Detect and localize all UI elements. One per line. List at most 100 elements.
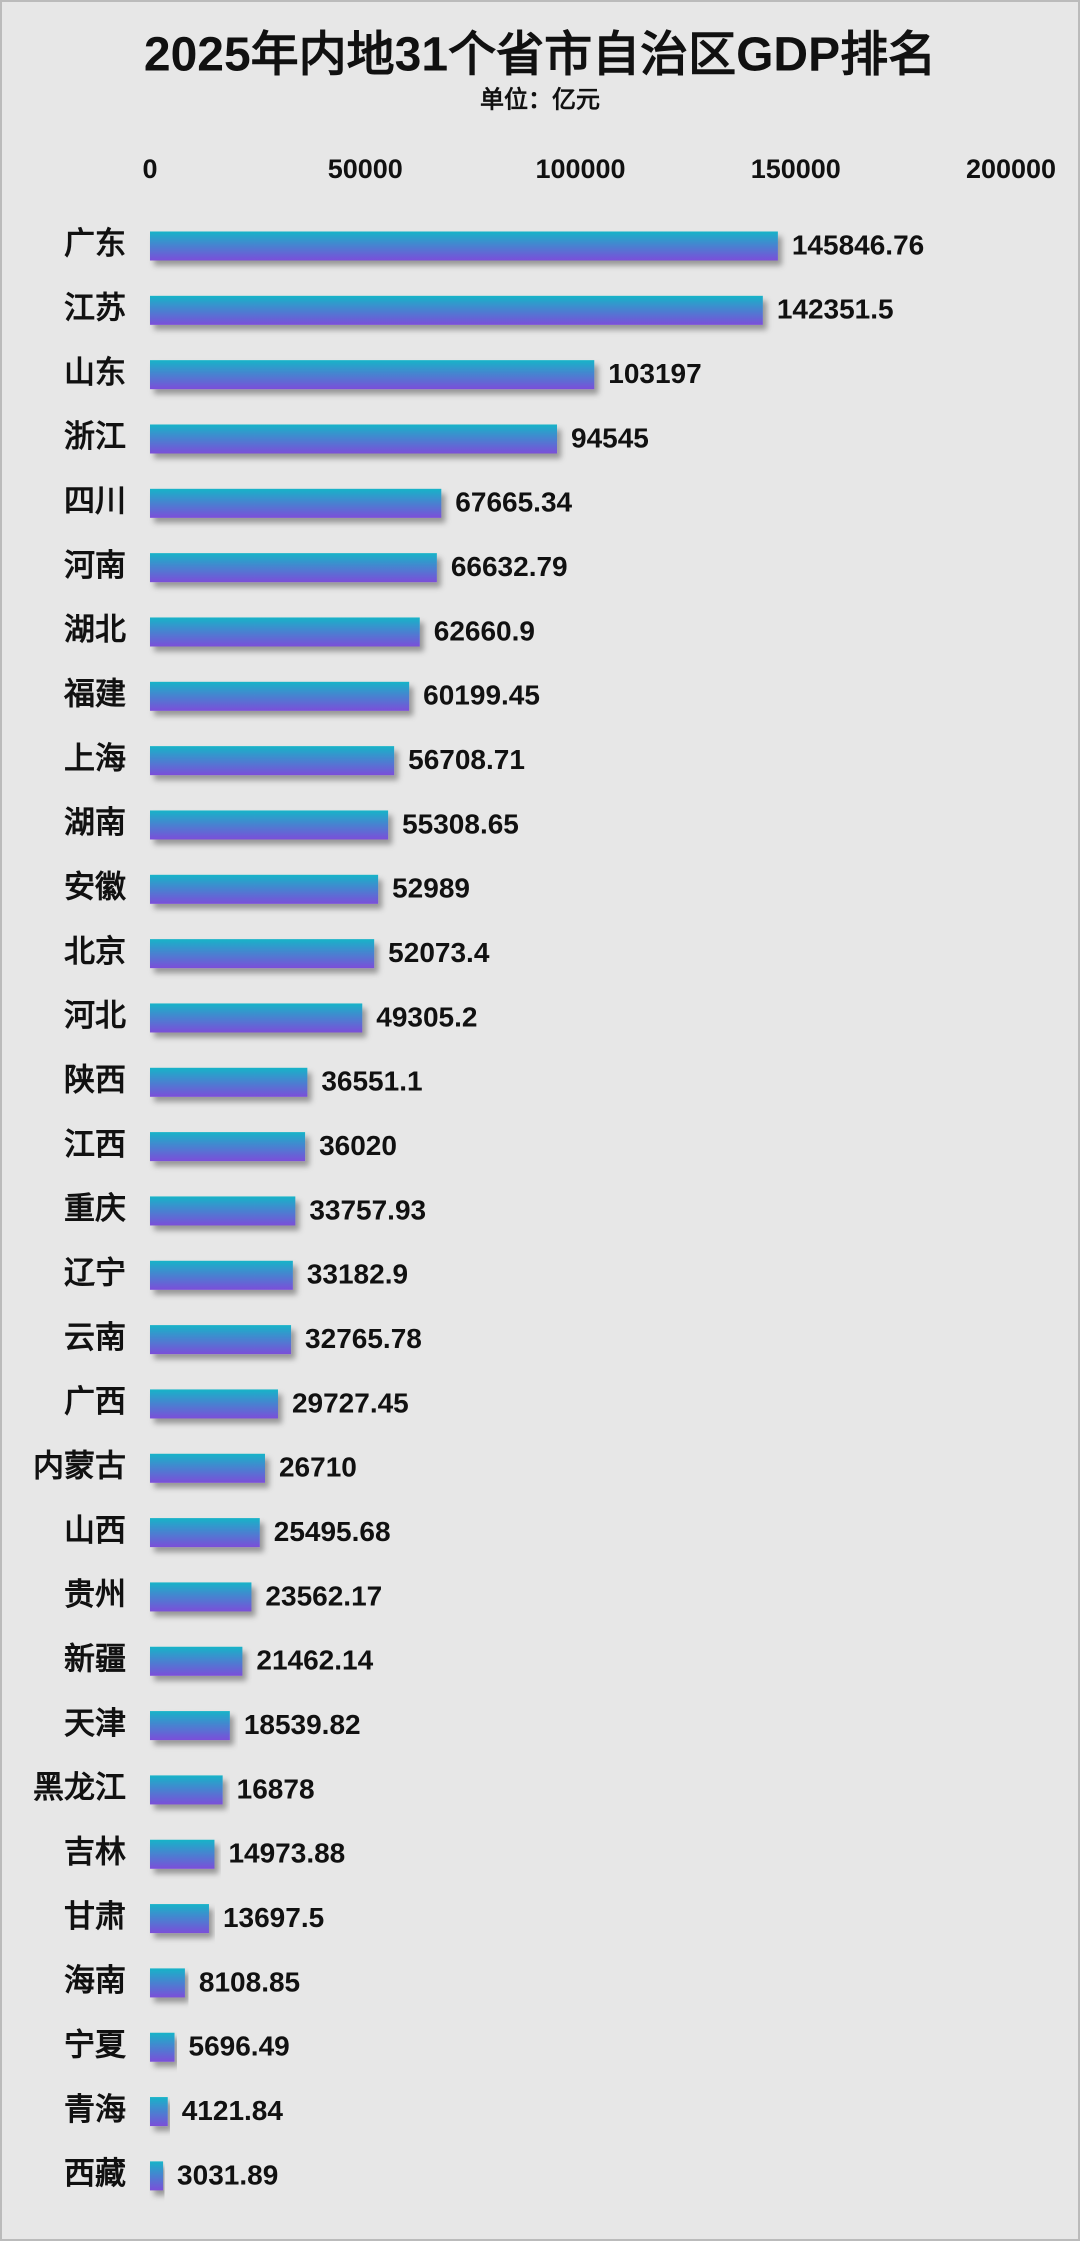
y-tick-label: 辽宁 [64, 1255, 126, 1290]
bar [150, 360, 595, 390]
value-label: 5696.49 [189, 2031, 290, 2062]
value-label: 32765.78 [305, 1323, 422, 1354]
y-tick-label: 湖北 [64, 612, 126, 647]
y-tick-label: 青海 [64, 2092, 126, 2127]
bar [150, 1518, 260, 1548]
bar [150, 1968, 185, 1998]
y-tick-label: 北京 [64, 934, 126, 969]
y-tick-label: 宁夏 [64, 2027, 127, 2062]
bar [150, 1067, 308, 1097]
value-label: 52073.4 [388, 937, 490, 968]
bar [150, 617, 420, 647]
y-tick-label: 山东 [64, 355, 126, 390]
value-label: 103197 [608, 358, 701, 389]
y-tick-label: 河南 [64, 548, 126, 583]
y-tick-label: 四川 [64, 484, 126, 519]
value-label: 8108.85 [199, 1966, 300, 1997]
value-label: 21462.14 [256, 1645, 373, 1676]
bar [150, 2161, 164, 2191]
value-label: 33757.93 [309, 1194, 426, 1225]
value-label: 60199.45 [423, 680, 540, 711]
y-tick-label: 陕西 [64, 1062, 126, 1097]
y-tick-label: 重庆 [64, 1191, 126, 1226]
value-label: 94545 [571, 422, 649, 453]
value-label: 23562.17 [265, 1580, 382, 1611]
value-label: 52989 [392, 873, 470, 904]
value-label: 18539.82 [244, 1709, 361, 1740]
y-tick-label: 甘肃 [64, 1899, 126, 1934]
y-tick-label: 江西 [64, 1127, 126, 1162]
value-label: 66632.79 [451, 551, 568, 582]
value-label: 26710 [279, 1452, 357, 1483]
bar [150, 553, 437, 583]
y-tick-label: 广西 [64, 1384, 126, 1419]
y-tick-label: 黑龙江 [33, 1770, 126, 1805]
y-tick-label: 山西 [64, 1513, 126, 1548]
value-label: 56708.71 [408, 744, 525, 775]
x-tick-label: 100000 [535, 154, 625, 184]
bar [150, 1582, 252, 1612]
y-tick-label: 内蒙古 [33, 1448, 126, 1483]
y-tick-label: 天津 [64, 1706, 126, 1741]
value-label: 4121.84 [182, 2095, 284, 2126]
y-tick-label: 广东 [64, 226, 126, 261]
value-label: 55308.65 [402, 808, 519, 839]
y-tick-label: 浙江 [64, 419, 126, 454]
y-tick-label: 上海 [64, 741, 126, 776]
value-label: 67665.34 [455, 487, 572, 518]
y-tick-label: 吉林 [64, 1834, 126, 1869]
y-tick-label: 福建 [63, 676, 126, 711]
value-label: 142351.5 [777, 294, 894, 325]
bar [150, 1775, 223, 1805]
value-label: 25495.68 [274, 1516, 391, 1547]
bar [150, 1260, 293, 1290]
bar [150, 2032, 175, 2062]
value-label: 33182.9 [307, 1259, 408, 1290]
y-tick-label: 西藏 [64, 2156, 126, 2191]
bar [150, 1003, 363, 1033]
y-tick-label: 新疆 [64, 1641, 126, 1676]
x-tick-label: 200000 [966, 154, 1056, 184]
x-tick-label: 50000 [328, 154, 403, 184]
x-tick-label: 150000 [751, 154, 841, 184]
bar [150, 1711, 230, 1741]
chart-title: 2025年内地31个省市自治区GDP排名 [144, 29, 936, 82]
chart-subtitle: 单位：亿元 [480, 85, 600, 113]
y-tick-label: 河北 [64, 998, 126, 1033]
bar [150, 874, 379, 904]
y-tick-label: 安徽 [64, 869, 127, 904]
bar [150, 746, 395, 776]
y-tick-label: 海南 [64, 1963, 126, 1998]
value-label: 16878 [237, 1773, 315, 1804]
bar [150, 424, 558, 454]
bar [150, 231, 778, 261]
value-label: 14973.88 [228, 1838, 345, 1869]
bar [150, 1904, 209, 1934]
y-tick-label: 湖南 [64, 805, 126, 840]
bar [150, 1839, 215, 1869]
bar [150, 2097, 168, 2127]
bar [150, 939, 375, 969]
value-label: 62660.9 [434, 615, 535, 646]
bar [150, 810, 389, 840]
value-label: 3031.89 [177, 2159, 278, 2190]
value-label: 145846.76 [792, 229, 924, 260]
y-tick-label: 江苏 [64, 291, 126, 326]
value-label: 49305.2 [376, 1001, 477, 1032]
bar [150, 1453, 265, 1483]
bar [150, 295, 763, 325]
value-label: 13697.5 [223, 1902, 324, 1933]
value-label: 29727.45 [292, 1387, 409, 1418]
bar [150, 1132, 306, 1162]
value-label: 36551.1 [321, 1066, 422, 1097]
x-tick-label: 0 [142, 154, 157, 184]
bar [150, 1196, 296, 1226]
y-tick-label: 云南 [64, 1320, 126, 1355]
bar [150, 1389, 278, 1419]
y-tick-label: 贵州 [64, 1577, 126, 1612]
value-label: 36020 [319, 1130, 397, 1161]
bar [150, 488, 442, 518]
